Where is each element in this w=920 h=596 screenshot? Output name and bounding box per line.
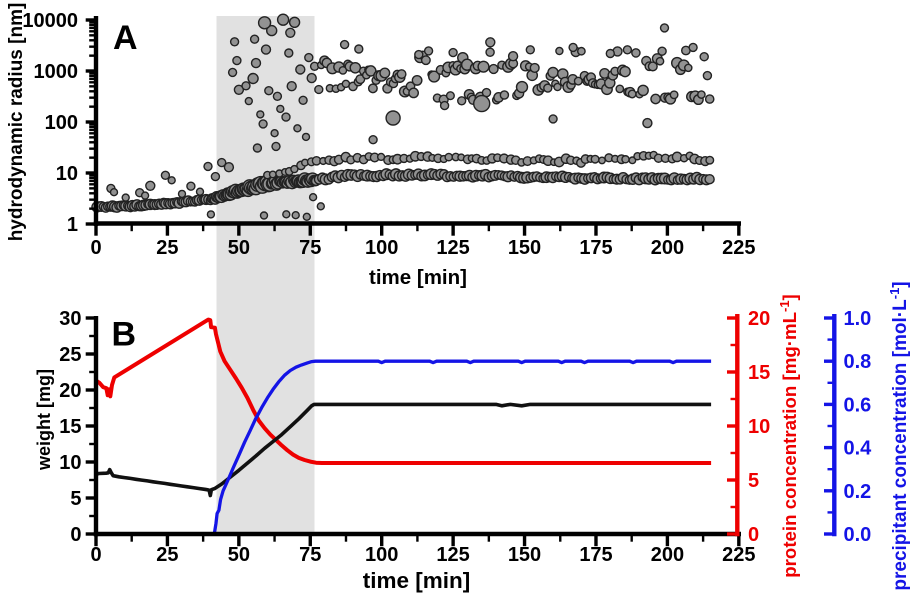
svg-text:200: 200	[651, 237, 684, 259]
svg-text:15: 15	[59, 416, 81, 438]
svg-text:50: 50	[228, 237, 250, 259]
svg-text:5: 5	[748, 470, 759, 492]
svg-text:10: 10	[59, 452, 81, 474]
svg-text:1000: 1000	[34, 61, 79, 83]
svg-text:225: 225	[722, 237, 755, 259]
svg-text:75: 75	[299, 237, 321, 259]
svg-text:weight [mg]: weight [mg]	[34, 369, 54, 471]
svg-text:10: 10	[748, 416, 770, 438]
svg-text:150: 150	[508, 237, 541, 259]
svg-text:75: 75	[299, 544, 321, 566]
svg-text:20: 20	[59, 380, 81, 402]
svg-text:time [min]: time [min]	[363, 568, 471, 593]
svg-text:0: 0	[748, 524, 759, 546]
svg-text:0.8: 0.8	[844, 351, 872, 373]
svg-text:0.4: 0.4	[844, 438, 873, 460]
svg-text:precipitant concentration [mol: precipitant concentration [mol·L-1]	[887, 281, 911, 590]
svg-text:200: 200	[651, 544, 684, 566]
svg-text:175: 175	[579, 237, 612, 259]
svg-text:time [min]: time [min]	[369, 266, 467, 289]
svg-text:0: 0	[70, 524, 81, 546]
svg-text:hydrodynamic radius [nm]: hydrodynamic radius [nm]	[6, 3, 27, 242]
svg-text:30: 30	[59, 308, 81, 330]
svg-text:175: 175	[579, 544, 612, 566]
svg-text:125: 125	[436, 237, 469, 259]
svg-text:225: 225	[722, 544, 755, 566]
svg-text:B: B	[112, 316, 137, 354]
svg-text:100: 100	[45, 112, 78, 134]
svg-text:protein concentration [mg·mL-1: protein concentration [mg·mL-1]	[777, 294, 800, 578]
svg-text:0.2: 0.2	[844, 481, 872, 503]
svg-text:5: 5	[70, 488, 81, 510]
svg-text:100: 100	[365, 237, 398, 259]
svg-text:15: 15	[748, 362, 770, 384]
svg-text:1: 1	[67, 214, 78, 236]
svg-text:10000: 10000	[22, 10, 78, 32]
svg-text:25: 25	[156, 544, 178, 566]
svg-text:20: 20	[748, 308, 770, 330]
svg-text:150: 150	[508, 544, 541, 566]
svg-text:0: 0	[90, 237, 101, 259]
svg-text:0: 0	[90, 544, 101, 566]
svg-text:1.0: 1.0	[844, 308, 872, 330]
svg-text:25: 25	[59, 344, 81, 366]
svg-text:50: 50	[228, 544, 250, 566]
svg-text:125: 125	[436, 544, 469, 566]
svg-text:10: 10	[56, 163, 78, 185]
svg-text:0.0: 0.0	[844, 524, 872, 546]
svg-text:100: 100	[365, 544, 398, 566]
svg-text:25: 25	[156, 237, 178, 259]
svg-text:0.6: 0.6	[844, 394, 872, 416]
svg-text:A: A	[113, 19, 138, 57]
